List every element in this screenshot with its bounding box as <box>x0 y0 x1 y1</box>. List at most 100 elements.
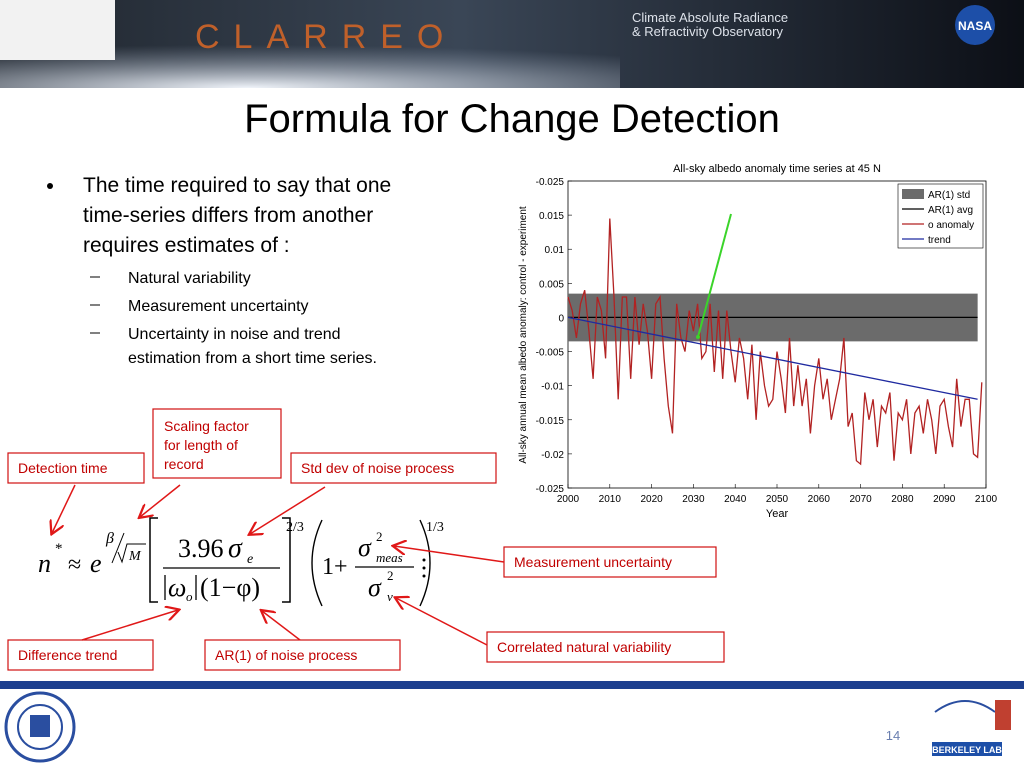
x-tick-label: 2090 <box>933 494 956 505</box>
y-axis-label: All-sky annual mean albedo anomaly: cont… <box>518 206 529 464</box>
footer: 14 BERKELEY LAB <box>0 681 1024 763</box>
sub-bullet-text: estimation from a short time series. <box>128 350 377 367</box>
formula-part: e <box>90 549 102 578</box>
bullet-dot <box>47 183 53 189</box>
callout-text: Scaling factor <box>164 418 249 434</box>
series-line <box>567 218 983 466</box>
callout-text: Difference trend <box>18 647 117 663</box>
formula-part: 3.96 <box>178 534 224 563</box>
y-tick-label: -0.02 <box>541 450 564 461</box>
x-tick-label: 2080 <box>891 494 914 505</box>
nasa-text: NASA <box>958 19 992 33</box>
formula-root <box>111 532 146 564</box>
legend-swatch <box>902 189 924 199</box>
callout-text: record <box>164 456 204 472</box>
formula-part: n <box>38 549 51 578</box>
formula-part: e <box>247 552 253 567</box>
x-tick-label: 2010 <box>599 494 622 505</box>
callout-box <box>290 452 497 484</box>
arrow <box>262 611 301 641</box>
x-tick-label: 2100 <box>975 494 998 505</box>
callout-box <box>204 639 401 671</box>
lab-label-box <box>932 742 1002 756</box>
formula-part: 2 <box>387 568 394 583</box>
lab-tower <box>995 700 1011 730</box>
bullet-text: time-series differs from another <box>83 204 373 227</box>
x-tick-label: 2060 <box>808 494 831 505</box>
callout-box <box>503 546 717 578</box>
formula-part: ≈ <box>68 552 81 578</box>
callout-box <box>7 452 145 484</box>
y-tick-label: 0 <box>558 313 564 324</box>
x-tick-label: 2020 <box>640 494 663 505</box>
dot <box>422 566 426 570</box>
arrow <box>140 484 181 517</box>
chart: All-sky albedo anomaly time series at 45… <box>518 163 998 520</box>
formula-part: * <box>55 541 63 557</box>
formula-part: σ <box>228 533 243 564</box>
sub-bullet-text: Uncertainty in noise and trend <box>128 326 341 343</box>
formula-part: 2 <box>376 529 383 544</box>
dot <box>422 558 426 562</box>
bullet-text: The time required to say that one <box>83 174 391 197</box>
formula-parens <box>311 519 431 607</box>
x-tick-label: 2070 <box>849 494 872 505</box>
legend-label: trend <box>928 235 951 246</box>
callout-text: Measurement uncertainty <box>514 554 672 570</box>
callout-box <box>486 631 725 663</box>
legend-label: AR(1) avg <box>928 205 973 216</box>
formula-part: o <box>186 589 193 604</box>
y-tick-label: 0.015 <box>539 211 564 222</box>
callout-text: Std dev of noise process <box>301 460 454 476</box>
legend-label: AR(1) std <box>928 190 970 201</box>
lab-label: BERKELEY LAB <box>932 745 1002 755</box>
x-tick-label: 2030 <box>682 494 705 505</box>
arrow <box>394 546 505 563</box>
y-tick-label: -0.025 <box>536 484 565 495</box>
green-pointer-dot <box>696 335 700 339</box>
y-tick-label: -0.005 <box>536 348 565 359</box>
arrow <box>52 484 76 533</box>
uc-seal-book <box>30 715 50 737</box>
formula-part: σ <box>358 533 372 562</box>
y-tick-label: 0.005 <box>539 279 564 290</box>
y-tick-label: -0.025 <box>536 177 565 188</box>
slide-title: Formula for Change Detection <box>244 97 780 141</box>
formula-part: 1/3 <box>426 520 444 535</box>
chart-title: All-sky albedo anomaly time series at 45… <box>673 163 881 175</box>
series-line <box>567 316 978 400</box>
header-subtitle: & Refractivity Observatory <box>632 24 783 39</box>
uc-seal-inner <box>17 704 63 750</box>
callout-text: for length of <box>164 437 238 453</box>
bullets: The time required to say that one time-s… <box>47 174 391 367</box>
callout-box <box>7 639 154 671</box>
callout-text: Correlated natural variability <box>497 639 671 655</box>
callouts: Scaling factor for length of record Dete… <box>7 408 725 671</box>
x-tick-label: 2040 <box>724 494 747 505</box>
sub-bullet-text: Measurement uncertainty <box>128 298 309 315</box>
dot <box>422 574 426 578</box>
footer-band <box>0 681 1024 689</box>
formula-thumb <box>0 0 115 60</box>
green-pointer <box>697 213 732 338</box>
formula-part: ν <box>387 589 393 604</box>
x-tick-label: 2050 <box>766 494 789 505</box>
legend-label: ο anomaly <box>928 220 974 231</box>
formula-part: σ <box>368 573 382 602</box>
header-subtitle: Climate Absolute Radiance <box>632 10 788 25</box>
callout-text: AR(1) of noise process <box>215 647 357 663</box>
formula-part: ω <box>168 573 186 602</box>
x-axis-label: Year <box>766 508 789 520</box>
formula-part: (1−φ) <box>200 573 260 602</box>
lab-arc <box>934 700 996 713</box>
arrow <box>81 610 178 641</box>
y-tick-label: -0.015 <box>536 416 565 427</box>
y-tick-label: 0.01 <box>545 245 565 256</box>
formula-part: 2/3 <box>286 520 304 535</box>
callout-box <box>152 408 282 479</box>
arrow <box>250 486 326 534</box>
bullet-text: requires estimates of : <box>83 234 290 257</box>
page-number: 14 <box>886 728 900 743</box>
nasa-logo <box>955 5 995 45</box>
